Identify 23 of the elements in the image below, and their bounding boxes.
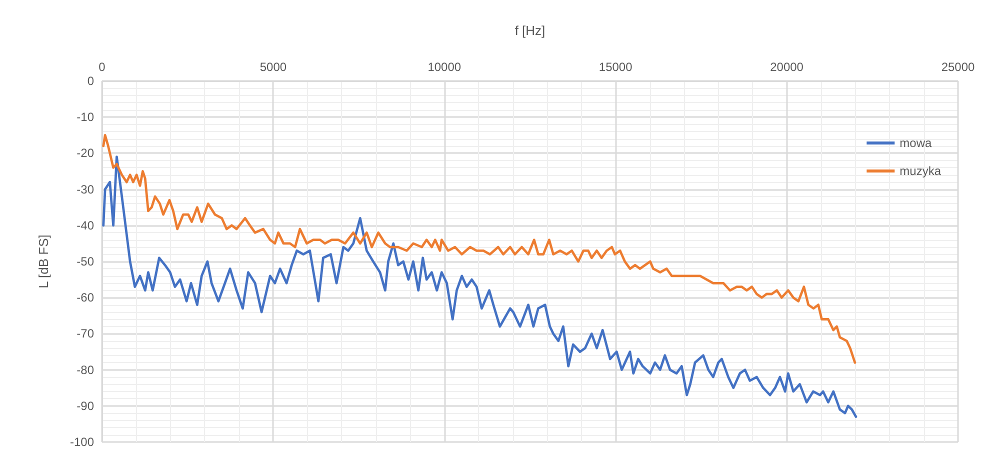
line-series [102,156,858,418]
x-tick-label: 10000 [428,60,462,74]
x-tick-label: 20000 [770,60,804,74]
y-tick-label: -20 [76,146,94,160]
y-tick-label: -50 [76,254,94,268]
y-axis-title: L [dB FS] [36,234,51,288]
y-tick-label: -90 [76,398,94,413]
y-tick-label: -100 [70,435,94,449]
y-tick-label: 0 [87,74,94,88]
legend-label: muzyka [900,164,942,178]
x-tick-label: 15000 [598,60,633,74]
x-tick-label: 5000 [260,60,287,74]
y-tick-label: -10 [76,110,94,124]
y-tick-label: -30 [76,182,94,196]
x-axis-title: f [Hz] [514,23,546,38]
y-tick-label: -80 [76,362,94,377]
y-tick-label: -40 [76,218,94,232]
x-tick-label: 25000 [941,60,976,74]
y-tick-label: -70 [76,326,94,341]
x-tick-label: 0 [98,60,106,74]
line-series [102,134,856,364]
legend-label: mowa [900,136,932,150]
y-tick-label: -60 [76,290,94,305]
